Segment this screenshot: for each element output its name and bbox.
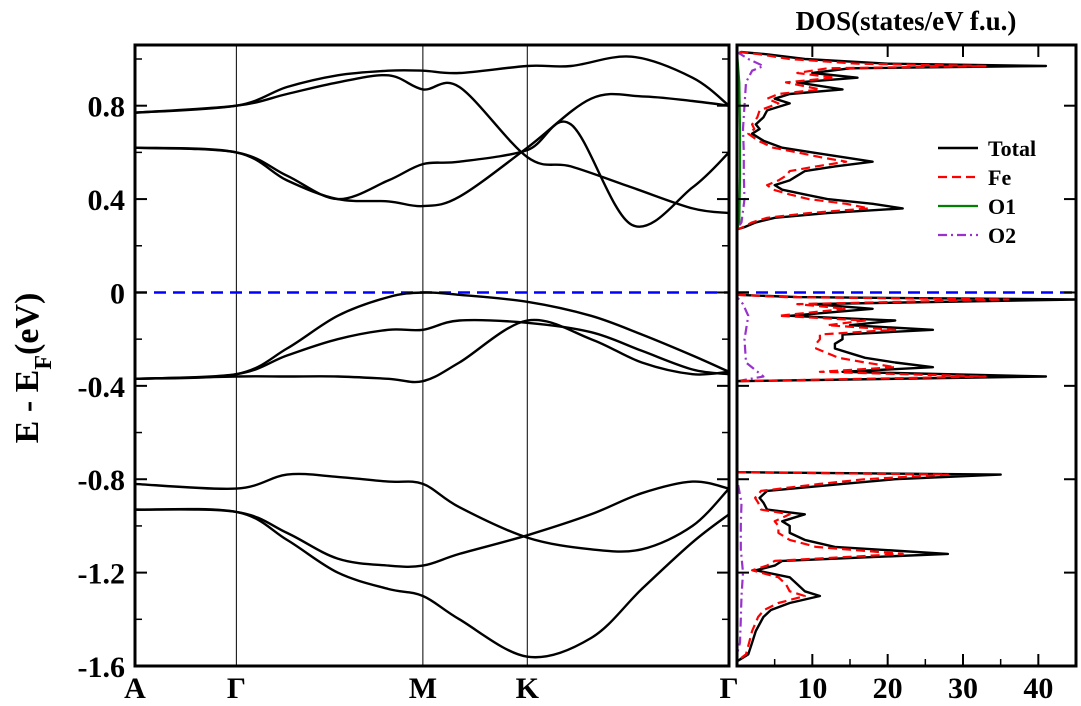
dos-line-o2 xyxy=(737,51,765,655)
legend-label-total: Total xyxy=(988,136,1036,161)
k-point-label: K xyxy=(516,672,540,705)
bands xyxy=(135,55,729,659)
y-tick-label: 0.8 xyxy=(88,91,126,124)
y-tick-label: -0.4 xyxy=(78,371,126,404)
band-line xyxy=(135,318,729,380)
y-axis-label-main: E - E xyxy=(9,370,46,444)
band-line xyxy=(135,472,729,553)
k-point-label: M xyxy=(409,672,437,705)
band-line xyxy=(135,73,729,215)
y-axis-label-sub: F xyxy=(31,355,57,370)
band-line xyxy=(135,480,729,568)
dos-line-total xyxy=(737,471,1002,663)
dos-frame xyxy=(735,43,1078,668)
dos-x-tick-label: 40 xyxy=(1023,672,1053,705)
dos-line-total xyxy=(737,50,1048,231)
band-line xyxy=(135,291,729,380)
dos-x-tick-label: 10 xyxy=(797,672,827,705)
y-tick-label: -1.2 xyxy=(78,558,126,591)
y-tick-label: 0 xyxy=(110,277,125,310)
y-tick-label: -1.6 xyxy=(78,651,126,684)
y-axis-label: E - EF(eV) xyxy=(9,293,57,444)
dos-x-tick-label: 20 xyxy=(873,672,903,705)
dos-line-total xyxy=(737,293,1076,383)
legend-label-o2: O2 xyxy=(988,223,1016,248)
dos-title: DOS(states/eV f.u.) xyxy=(796,6,1017,36)
band-structure-panel: 0.8 0.4 0 -0.4 -0.8 -1.2 -1.6A Γ M K Γ xyxy=(78,43,739,705)
legend-label-o1: O1 xyxy=(988,194,1016,219)
k-point-label: A xyxy=(124,672,146,705)
legend-label-fe: Fe xyxy=(988,165,1011,190)
k-point-label: Γ xyxy=(719,672,738,705)
dos-line-fe xyxy=(737,471,950,663)
band-line xyxy=(135,92,729,208)
dos-line-o1 xyxy=(737,51,742,230)
dos-line-fe xyxy=(737,50,987,231)
band-line xyxy=(135,318,729,384)
dos-curves xyxy=(737,50,1076,663)
dos-line-fe xyxy=(737,293,1010,383)
dos-legend: Total Fe O1 O2 xyxy=(938,136,1036,248)
band-line xyxy=(135,55,729,114)
y-axis-label-unit: (eV) xyxy=(9,293,46,355)
dos-panel: 10 20 30 40 Total Fe O1 O2 xyxy=(735,43,1078,705)
band-frame xyxy=(133,43,731,668)
band-line xyxy=(135,120,729,228)
dos-x-tick-label: 30 xyxy=(948,672,978,705)
y-tick-label: -0.8 xyxy=(78,464,126,497)
y-tick-label: 0.4 xyxy=(88,184,126,217)
k-point-label: Γ xyxy=(227,672,246,705)
band-line xyxy=(135,507,729,659)
